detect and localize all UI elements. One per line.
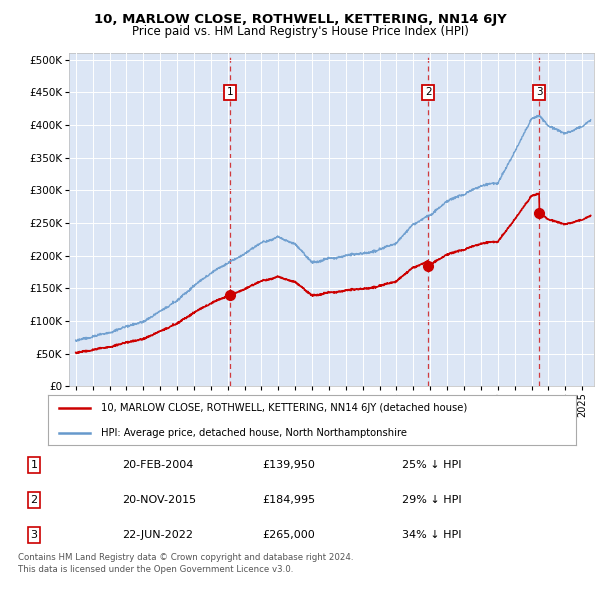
Text: 20-FEB-2004: 20-FEB-2004: [122, 460, 194, 470]
Text: 29% ↓ HPI: 29% ↓ HPI: [402, 495, 461, 505]
Text: Contains HM Land Registry data © Crown copyright and database right 2024.
This d: Contains HM Land Registry data © Crown c…: [18, 553, 353, 574]
Text: 3: 3: [31, 530, 38, 540]
Text: £184,995: £184,995: [262, 495, 316, 505]
Text: 10, MARLOW CLOSE, ROTHWELL, KETTERING, NN14 6JY (detached house): 10, MARLOW CLOSE, ROTHWELL, KETTERING, N…: [101, 403, 467, 413]
Text: 22-JUN-2022: 22-JUN-2022: [122, 530, 194, 540]
Text: 10, MARLOW CLOSE, ROTHWELL, KETTERING, NN14 6JY: 10, MARLOW CLOSE, ROTHWELL, KETTERING, N…: [94, 13, 506, 26]
Text: 1: 1: [226, 87, 233, 97]
Text: £265,000: £265,000: [262, 530, 315, 540]
Text: 34% ↓ HPI: 34% ↓ HPI: [402, 530, 461, 540]
Text: 20-NOV-2015: 20-NOV-2015: [122, 495, 197, 505]
Text: 25% ↓ HPI: 25% ↓ HPI: [402, 460, 461, 470]
Text: 2: 2: [31, 495, 38, 505]
Text: Price paid vs. HM Land Registry's House Price Index (HPI): Price paid vs. HM Land Registry's House …: [131, 25, 469, 38]
Text: £139,950: £139,950: [262, 460, 315, 470]
Text: 1: 1: [31, 460, 38, 470]
Text: 3: 3: [536, 87, 542, 97]
Text: HPI: Average price, detached house, North Northamptonshire: HPI: Average price, detached house, Nort…: [101, 428, 407, 438]
Text: 2: 2: [425, 87, 431, 97]
